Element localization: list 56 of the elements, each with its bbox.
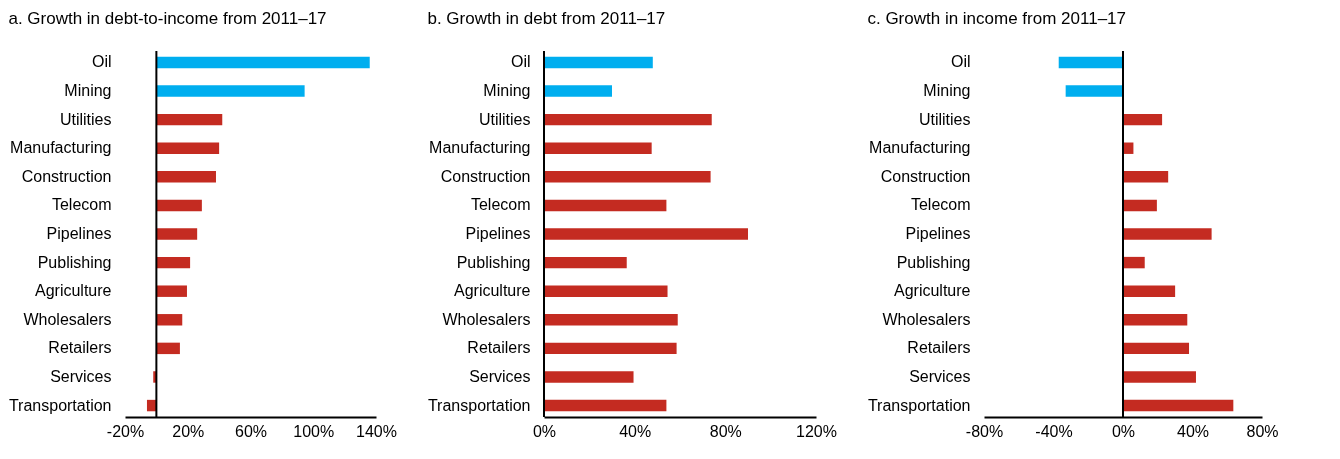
y-tick-label: Services	[50, 367, 112, 385]
x-tick-label: 40%	[1176, 422, 1210, 440]
y-tick-label: Mining	[64, 82, 112, 100]
y-tick-label: Manufacturing	[429, 139, 531, 157]
y-tick-label: Agriculture	[894, 282, 971, 300]
y-tick-label: Publishing	[456, 253, 531, 271]
x-tick-label: 60%	[234, 422, 268, 440]
y-tick-label: Telecom	[470, 196, 531, 214]
y-tick-label: Oil	[950, 53, 971, 71]
y-tick-label: Services	[469, 367, 531, 385]
y-tick-label: Retailers	[48, 339, 112, 357]
y-tick-label: Utilities	[478, 110, 531, 128]
y-tick-label: Retailers	[907, 339, 971, 357]
y-tick-label: Construction	[880, 167, 971, 185]
y-tick-label: Manufacturing	[10, 139, 112, 157]
y-tick-label: Manufacturing	[869, 139, 971, 157]
y-tick-label: Agriculture	[35, 282, 112, 300]
y-tick-label: Transportation	[867, 396, 971, 414]
y-tick-label: Oil	[91, 53, 112, 71]
y-tick-label: Agriculture	[454, 282, 531, 300]
y-tick-label: Publishing	[37, 253, 112, 271]
y-tick-label: Wholesalers	[882, 310, 971, 328]
chart-title: b. Growth in debt from 2011–17	[427, 9, 666, 28]
x-tick-label: -40%	[1035, 422, 1073, 440]
y-tick-label: Publishing	[896, 253, 971, 271]
y-tick-label: Wholesalers	[23, 310, 112, 328]
y-tick-label: Wholesalers	[442, 310, 531, 328]
y-tick-label: Pipelines	[46, 225, 112, 242]
x-tick-label: 80%	[709, 422, 742, 440]
y-tick-label: Mining	[483, 82, 531, 100]
x-tick-label: 40%	[619, 422, 652, 440]
chart-title: c. Growth in income from 2011–17	[867, 9, 1127, 28]
y-tick-label: Pipelines	[465, 225, 531, 242]
y-tick-label: Services	[909, 367, 971, 385]
x-tick-label: -20%	[106, 422, 145, 440]
x-tick-label: -80%	[965, 422, 1004, 440]
x-tick-label: 0%	[1111, 422, 1136, 440]
y-tick-label: Utilities	[59, 110, 112, 128]
y-tick-label: Utilities	[918, 110, 971, 128]
x-tick-label: 140%	[356, 422, 397, 440]
chart-title: a. Growth in debt-to-income from 2011–17	[8, 9, 327, 28]
x-tick-label: 0%	[532, 422, 557, 440]
y-tick-label: Oil	[510, 53, 531, 71]
y-tick-label: Construction	[21, 167, 112, 185]
y-tick-label: Telecom	[910, 196, 971, 214]
x-tick-label: 120%	[796, 422, 837, 440]
y-tick-label: Transportation	[427, 396, 531, 414]
y-tick-label: Construction	[440, 167, 531, 185]
y-tick-label: Pipelines	[905, 225, 971, 242]
y-tick-label: Retailers	[467, 339, 531, 357]
x-tick-label: 80%	[1246, 422, 1279, 440]
x-tick-label: 100%	[293, 422, 335, 440]
y-tick-label: Telecom	[51, 196, 112, 214]
y-tick-label: Mining	[923, 82, 971, 100]
y-tick-label: Transportation	[8, 396, 112, 414]
x-tick-label: 20%	[172, 422, 205, 440]
